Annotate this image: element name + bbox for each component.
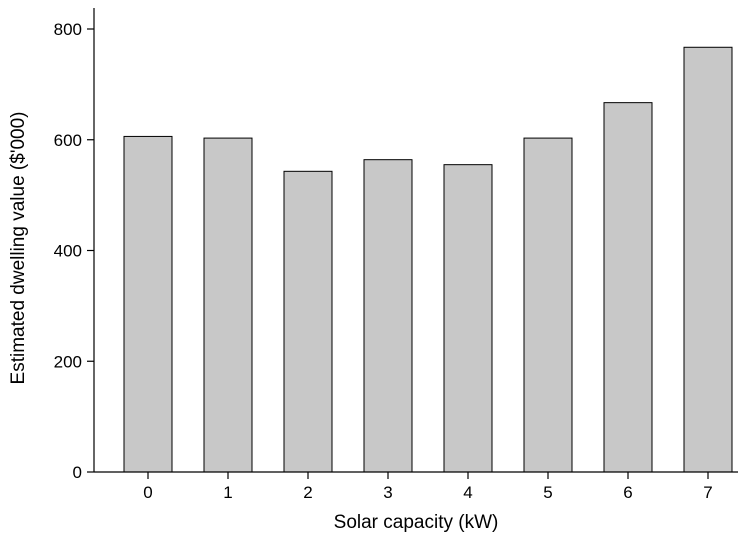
bar-1 bbox=[203, 137, 253, 473]
bar-6 bbox=[603, 102, 653, 473]
x-tick-label: 6 bbox=[623, 483, 632, 502]
y-tick-label: 800 bbox=[54, 20, 82, 39]
y-tick-label: 400 bbox=[54, 242, 82, 261]
y-axis-title: Estimated dwelling value ($'000) bbox=[8, 112, 29, 385]
x-tick-label: 4 bbox=[463, 483, 472, 502]
x-tick-label: 1 bbox=[223, 483, 232, 502]
bar-0 bbox=[123, 135, 173, 473]
bar-4 bbox=[443, 164, 493, 473]
x-tick-label: 7 bbox=[703, 483, 712, 502]
bar-3 bbox=[363, 159, 413, 473]
bar-2 bbox=[283, 170, 333, 473]
y-tick-label: 200 bbox=[54, 352, 82, 371]
bars bbox=[123, 46, 733, 473]
x-tick-label: 3 bbox=[383, 483, 392, 502]
x-tick-label: 0 bbox=[143, 483, 152, 502]
bar-7 bbox=[683, 46, 733, 473]
y-tick-label: 600 bbox=[54, 131, 82, 150]
y-axis-ticks: 0 200 400 600 800 bbox=[54, 20, 94, 482]
x-tick-label: 5 bbox=[543, 483, 552, 502]
x-axis-title: Solar capacity (kW) bbox=[334, 512, 499, 533]
bar-5 bbox=[523, 137, 573, 473]
y-tick-label: 0 bbox=[73, 463, 82, 482]
x-axis-ticks: 0 1 2 3 4 5 6 7 bbox=[143, 472, 713, 502]
x-tick-label: 2 bbox=[303, 483, 312, 502]
